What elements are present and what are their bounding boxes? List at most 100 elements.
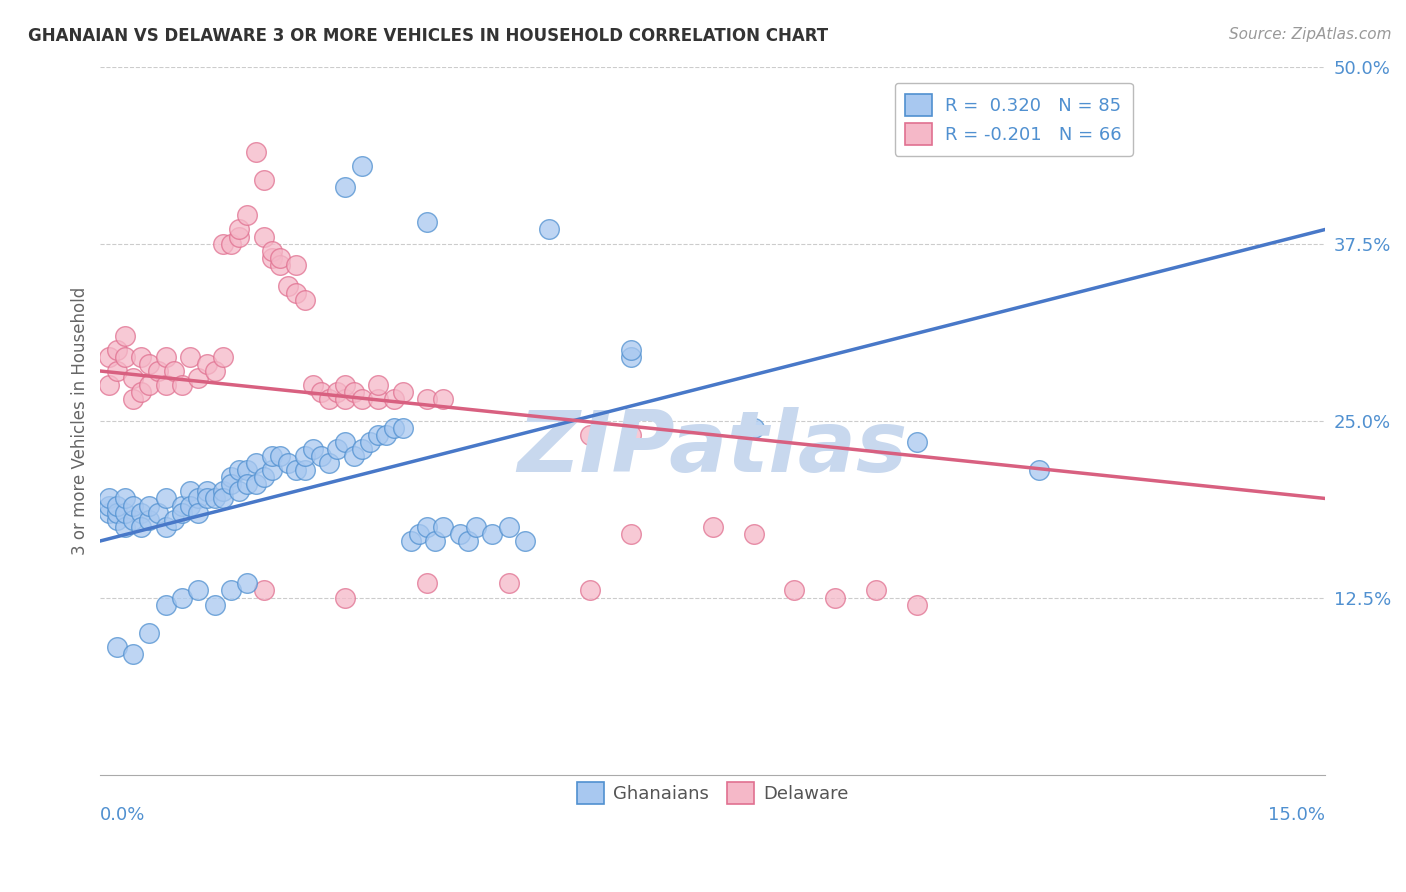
Point — [253, 583, 276, 598]
Point — [335, 591, 357, 605]
Point — [105, 513, 128, 527]
Point — [350, 159, 373, 173]
Point — [195, 357, 218, 371]
Point — [97, 378, 120, 392]
Text: 15.0%: 15.0% — [1268, 806, 1326, 824]
Point — [146, 506, 169, 520]
Point — [905, 598, 928, 612]
Point — [391, 385, 413, 400]
Point — [416, 520, 439, 534]
Point — [179, 350, 201, 364]
Point — [114, 350, 136, 364]
Point — [269, 449, 291, 463]
Point — [146, 364, 169, 378]
Point — [294, 293, 316, 308]
Point — [219, 583, 242, 598]
Point — [350, 392, 373, 407]
Point — [260, 463, 283, 477]
Point — [367, 427, 389, 442]
Point — [416, 392, 439, 407]
Point — [245, 145, 267, 159]
Point — [342, 449, 364, 463]
Point — [326, 442, 349, 456]
Point — [122, 499, 145, 513]
Point — [432, 520, 454, 534]
Point — [129, 350, 152, 364]
Point — [382, 392, 405, 407]
Point — [318, 456, 340, 470]
Point — [335, 392, 357, 407]
Point — [219, 236, 242, 251]
Point — [138, 626, 160, 640]
Point — [294, 449, 316, 463]
Point — [187, 491, 209, 506]
Point — [277, 456, 299, 470]
Point — [285, 286, 308, 301]
Point — [367, 378, 389, 392]
Point — [498, 520, 520, 534]
Point — [513, 533, 536, 548]
Point — [425, 533, 447, 548]
Point — [538, 222, 561, 236]
Point — [253, 229, 276, 244]
Point — [155, 350, 177, 364]
Point — [129, 385, 152, 400]
Point — [408, 526, 430, 541]
Point — [114, 506, 136, 520]
Point — [359, 434, 381, 449]
Point — [97, 491, 120, 506]
Point — [335, 378, 357, 392]
Point — [620, 343, 643, 357]
Point — [742, 526, 765, 541]
Point — [301, 378, 323, 392]
Point — [498, 576, 520, 591]
Point — [105, 343, 128, 357]
Point — [228, 229, 250, 244]
Point — [1028, 463, 1050, 477]
Point — [260, 251, 283, 265]
Point — [277, 279, 299, 293]
Point — [335, 434, 357, 449]
Point — [138, 378, 160, 392]
Point — [187, 506, 209, 520]
Point — [432, 392, 454, 407]
Point — [865, 583, 887, 598]
Point — [465, 520, 488, 534]
Point — [138, 499, 160, 513]
Point — [620, 427, 643, 442]
Point — [105, 640, 128, 654]
Point — [195, 491, 218, 506]
Point — [122, 392, 145, 407]
Point — [253, 173, 276, 187]
Point — [138, 357, 160, 371]
Point — [285, 463, 308, 477]
Point — [122, 371, 145, 385]
Point — [155, 491, 177, 506]
Point — [170, 591, 193, 605]
Point — [236, 463, 259, 477]
Point — [457, 533, 479, 548]
Point — [620, 350, 643, 364]
Point — [155, 378, 177, 392]
Point — [245, 456, 267, 470]
Point — [170, 506, 193, 520]
Point — [245, 477, 267, 491]
Point — [285, 258, 308, 272]
Point — [187, 583, 209, 598]
Point — [416, 215, 439, 229]
Y-axis label: 3 or more Vehicles in Household: 3 or more Vehicles in Household — [72, 286, 89, 555]
Point — [905, 434, 928, 449]
Point — [97, 499, 120, 513]
Point — [228, 222, 250, 236]
Point — [211, 236, 233, 251]
Point — [382, 420, 405, 434]
Point — [579, 427, 602, 442]
Point — [228, 484, 250, 499]
Point — [391, 420, 413, 434]
Point — [301, 442, 323, 456]
Point — [179, 499, 201, 513]
Point — [122, 647, 145, 661]
Point — [170, 378, 193, 392]
Text: Source: ZipAtlas.com: Source: ZipAtlas.com — [1229, 27, 1392, 42]
Point — [228, 463, 250, 477]
